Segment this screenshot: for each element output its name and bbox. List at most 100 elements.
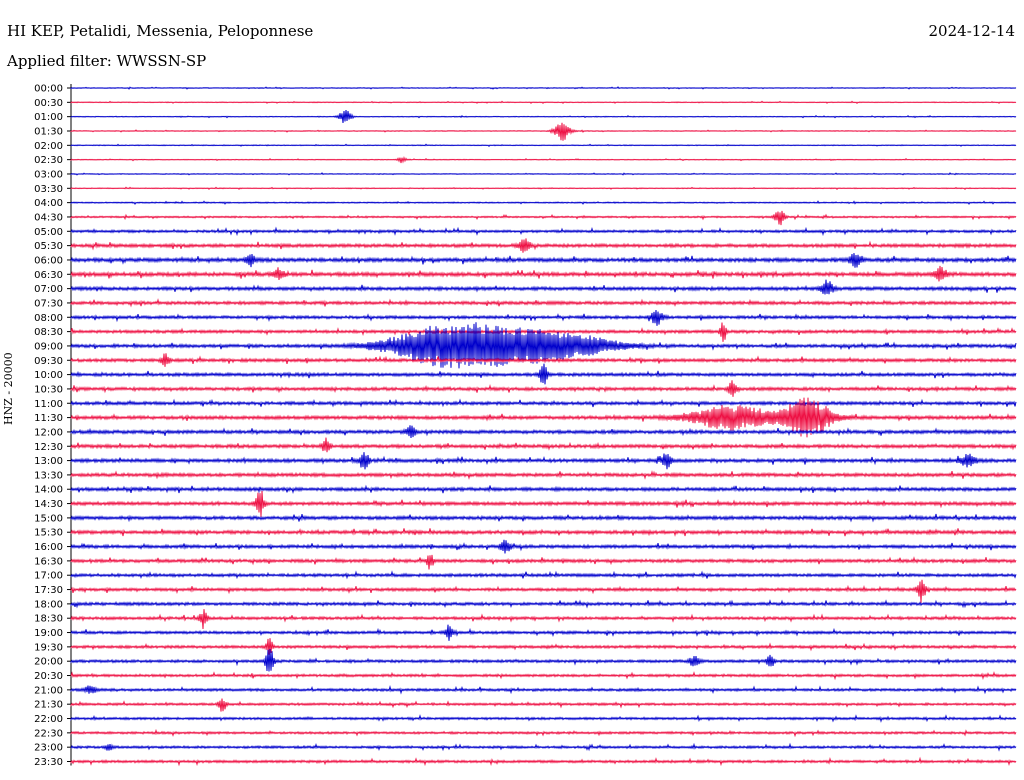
trace-line: [70, 425, 1017, 439]
trace-line: [70, 539, 1017, 554]
trace-line: [70, 609, 1017, 630]
trace-line: [70, 122, 1017, 141]
trace-line: [70, 200, 1017, 205]
filter-label: Applied filter: WWSSN-SP: [7, 52, 207, 70]
trace-line: [70, 437, 1017, 453]
y-tick-label: 09:00: [34, 341, 63, 352]
y-tick-label: 22:00: [34, 714, 63, 725]
trace-line: [70, 470, 1017, 480]
trace-line: [70, 363, 1017, 385]
trace-line: [70, 648, 1017, 672]
y-tick-label: 10:30: [34, 384, 63, 395]
y-tick-label: 04:00: [34, 198, 63, 209]
trace-line: [70, 172, 1017, 176]
trace-line: [70, 238, 1017, 253]
y-tick-label: 17:00: [34, 571, 63, 582]
y-tick-label: 12:30: [34, 442, 63, 453]
y-tick-label: 01:00: [34, 112, 63, 123]
y-tick-label: 03:30: [34, 184, 63, 195]
station-title: HI KEP, Petalidi, Messenia, Peloponnese: [7, 22, 314, 40]
y-tick-label: 12:00: [34, 427, 63, 438]
y-tick-label: 21:30: [34, 700, 63, 711]
y-tick-label: 00:30: [34, 98, 63, 109]
trace-line: [70, 513, 1017, 523]
trace-line: [70, 452, 1017, 470]
trace-line: [70, 624, 1017, 641]
y-tick-label: 07:00: [34, 284, 63, 295]
y-tick-label: 19:00: [34, 628, 63, 639]
trace-line: [70, 298, 1017, 308]
y-tick-label: 08:30: [34, 327, 63, 338]
y-tick-label: 03:00: [34, 169, 63, 180]
trace-line: [70, 380, 1017, 397]
trace-line: [70, 143, 1017, 148]
y-tick-label: 23:00: [34, 743, 63, 754]
y-tick-label: 06:00: [34, 255, 63, 266]
trace-line: [70, 253, 1017, 268]
trace-line: [70, 397, 1017, 438]
y-tick-label: 17:30: [34, 585, 63, 596]
trace-line: [70, 638, 1017, 655]
trace-line: [70, 86, 1017, 90]
trace-line: [70, 671, 1017, 681]
trace-group: [70, 86, 1017, 767]
y-tick-label: 02:00: [34, 141, 63, 152]
y-tick-label: 22:30: [34, 728, 63, 739]
trace-line: [70, 265, 1017, 282]
y-tick-label: 04:30: [34, 212, 63, 223]
date-label: 2024-12-14: [928, 22, 1015, 40]
y-tick-label: 06:30: [34, 270, 63, 281]
trace-line: [70, 186, 1017, 191]
y-tick-label: 21:00: [34, 685, 63, 696]
trace-line: [70, 100, 1017, 105]
y-tick-label: 05:00: [34, 227, 63, 238]
y-tick-label: 09:30: [34, 356, 63, 367]
y-tick-label: 11:00: [34, 399, 63, 410]
y-tick-label: 15:30: [34, 528, 63, 539]
y-tick-label: 23:30: [34, 757, 63, 768]
y-tick-label: 07:30: [34, 298, 63, 309]
trace-line: [70, 309, 1017, 326]
trace-line: [70, 698, 1017, 712]
y-tick-label: 20:00: [34, 657, 63, 668]
trace-line: [70, 579, 1017, 603]
y-tick-label: 11:30: [34, 413, 63, 424]
y-tick-label: 14:30: [34, 499, 63, 510]
trace-line: [70, 398, 1017, 408]
trace-line: [70, 226, 1017, 237]
y-tick-label: 18:00: [34, 599, 63, 610]
y-tick-label: 05:30: [34, 241, 63, 252]
y-tick-label: 13:30: [34, 470, 63, 481]
trace-line: [70, 484, 1017, 494]
trace-line: [70, 714, 1017, 723]
y-tick-label: 16:30: [34, 556, 63, 567]
trace-line: [70, 685, 1017, 695]
y-tick-label: 20:30: [34, 671, 63, 682]
y-tick-label: 13:00: [34, 456, 63, 467]
y-tick-label: 19:30: [34, 642, 63, 653]
trace-line: [70, 156, 1017, 164]
tick-label-group: 00:00 00:30 01:00 01:30 02:00 02:30 03:00 03:30…: [34, 84, 63, 769]
trace-line: [70, 110, 1017, 123]
trace-line: [70, 728, 1017, 738]
trace-line: [70, 599, 1017, 609]
trace-line: [70, 554, 1017, 570]
y-tick-label: 00:00: [34, 84, 63, 95]
trace-line: [70, 322, 1017, 342]
y-tick-label: 16:00: [34, 542, 63, 553]
trace-line: [70, 742, 1017, 752]
y-tick-label: 15:00: [34, 513, 63, 524]
y-tick-label: 18:30: [34, 614, 63, 625]
y-tick-label: 10:00: [34, 370, 63, 381]
y-tick-label: 08:00: [34, 313, 63, 324]
trace-line: [70, 570, 1017, 580]
trace-line: [70, 279, 1017, 295]
y-tick-label: 14:00: [34, 485, 63, 496]
trace-line: [70, 353, 1017, 367]
y-tick-label: 01:30: [34, 126, 63, 137]
trace-line: [70, 210, 1017, 226]
trace-line: [70, 490, 1017, 517]
trace-line: [70, 528, 1017, 537]
trace-line: [70, 756, 1017, 767]
